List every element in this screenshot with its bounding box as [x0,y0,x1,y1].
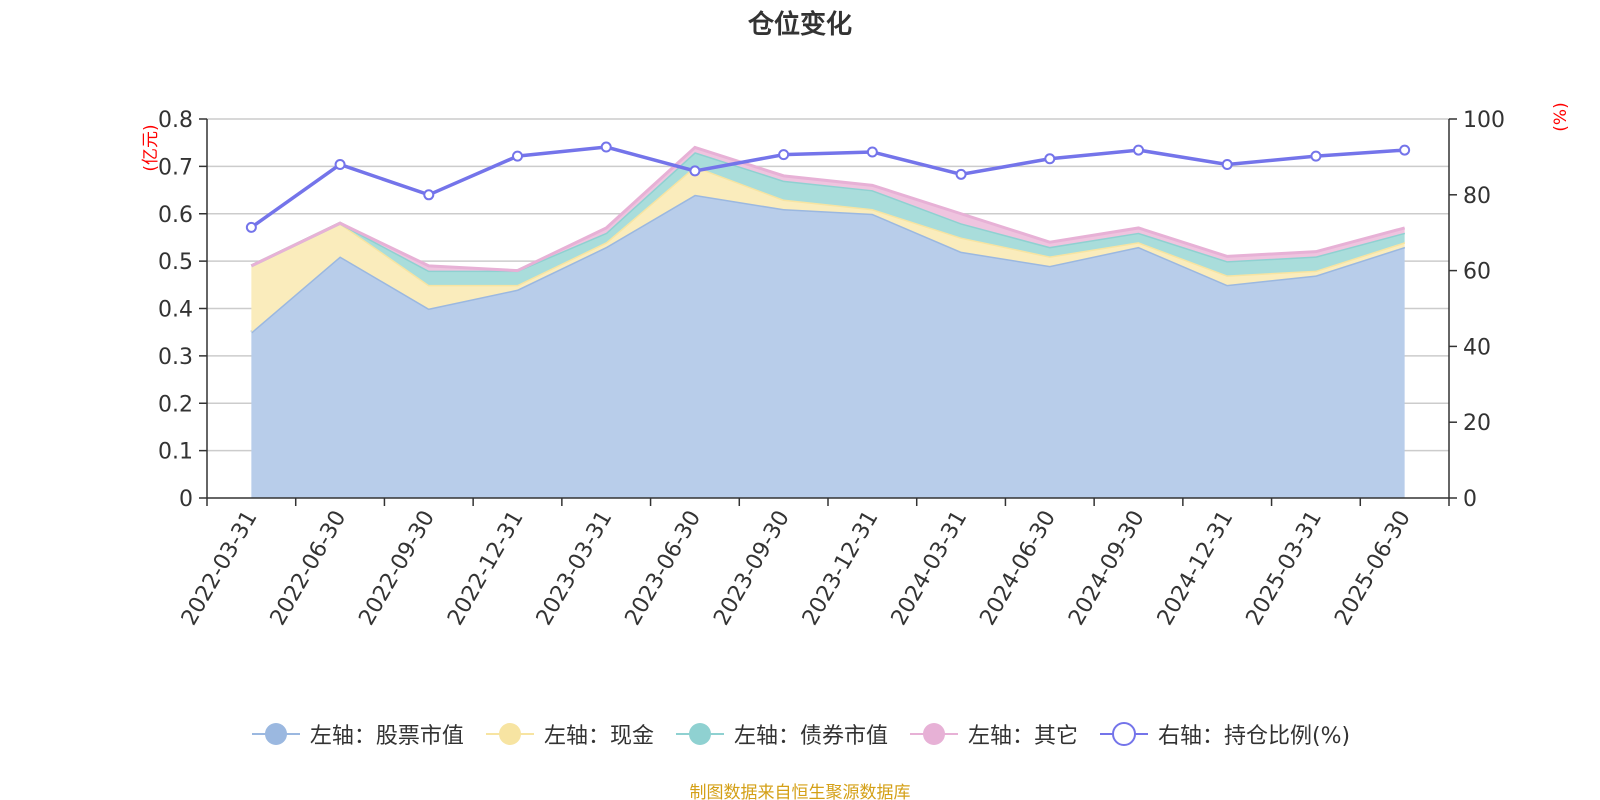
x-tick-label: 2025-03-31 [1242,507,1328,630]
right-tick-label: 40 [1463,335,1491,360]
x-tick-label: 2022-12-31 [443,507,529,630]
line-point [600,141,612,153]
line-layer [245,141,1411,233]
x-tick-label: 2022-06-30 [266,507,352,630]
area-line-3 [250,145,1406,273]
left-tick-label: 0.6 [158,203,193,228]
left-tick-label: 0.5 [158,250,193,275]
left-axis-unit: (亿元) [141,124,161,171]
chart-title: 仓位变化 [747,10,852,40]
legend-item-0[interactable]: 左轴：股票市值 [250,718,464,750]
x-tick-label: 2023-03-31 [532,507,618,630]
line-point [778,149,790,161]
x-tick-label: 2024-09-30 [1064,507,1150,630]
area-layer [250,145,1406,499]
x-tick-label: 2022-03-31 [177,507,263,630]
line-point [955,168,967,180]
left-tick-label: 0.3 [158,345,193,370]
x-tick-label: 2022-09-30 [354,507,440,630]
x-tick-label: 2023-06-30 [621,507,707,630]
left-tick-label: 0.4 [158,298,193,323]
legend: 左轴：股票市值 左轴：现金 左轴：债券市值 左轴：其它 右轴：持仓比例(%) [0,718,1600,750]
x-tick-label: 2025-06-30 [1330,507,1416,630]
right-tick-label: 60 [1463,260,1491,285]
legend-item-1[interactable]: 左轴：现金 [484,718,654,750]
legend-item-4[interactable]: 右轴：持仓比例(%) [1098,718,1350,750]
left-tick-label: 0 [179,487,193,512]
left-tick-label: 0.1 [158,440,193,465]
line-series-0 [250,145,1405,229]
x-tick-label: 2024-03-31 [887,507,973,630]
line-point [512,150,523,162]
left-tick-label: 0.7 [158,155,193,180]
line-point [423,189,435,201]
right-tick-label: 0 [1463,487,1477,512]
legend-item-3[interactable]: 左轴：其它 [908,718,1078,750]
right-tick-label: 80 [1463,184,1491,209]
line-point [1310,150,1322,162]
x-tick-label: 2023-09-30 [709,507,795,630]
legend-label: 左轴：现金 [543,724,654,749]
line-point [334,158,346,170]
right-tick-label: 20 [1463,411,1491,436]
x-tick-label: 2023-12-31 [798,507,884,630]
x-tick-label: 2024-12-31 [1153,507,1239,630]
line-point [245,221,257,233]
area-series-2 [251,152,1405,285]
legend-symbol-icon [909,723,958,745]
legend-symbol-icon [251,723,300,745]
x-tick-label: 2024-06-30 [975,507,1061,630]
right-tick-label: 100 [1463,108,1505,133]
left-tick-label: 0.8 [158,108,193,133]
legend-symbol-icon [1099,722,1148,746]
legend-label: 右轴：持仓比例(%) [1157,724,1351,749]
line-point [689,165,701,177]
legend-symbol-icon [485,723,534,745]
right-axis-unit: (%) [1551,102,1571,131]
line-point [1221,158,1233,170]
legend-label: 左轴：股票市值 [309,724,464,749]
legend-item-2[interactable]: 左轴：债券市值 [674,718,888,750]
legend-label: 左轴：债券市值 [733,724,888,749]
legend-label: 左轴：其它 [967,724,1078,749]
left-tick-label: 0.2 [158,392,193,417]
line-point [1399,144,1411,156]
legend-symbol-icon [675,723,724,745]
line-point [866,146,878,158]
line-point [1133,144,1144,156]
source-note: 制图数据来自恒生聚源数据库 [689,783,911,800]
line-point [1044,153,1056,165]
area-series-0 [251,194,1405,499]
